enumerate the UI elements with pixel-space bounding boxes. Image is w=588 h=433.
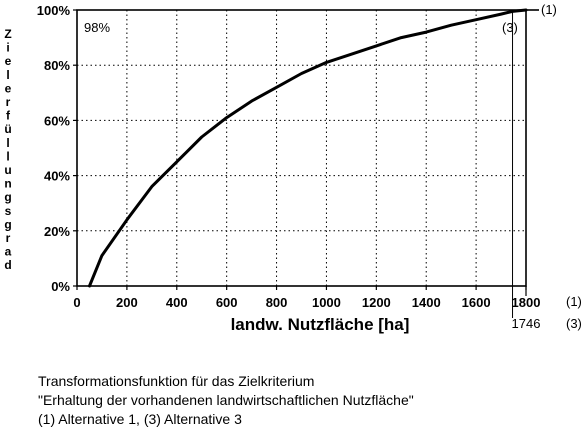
y-label-letter: l: [6, 68, 9, 82]
caption-line-1: Transformationsfunktion für das Zielkrit…: [38, 373, 315, 389]
y-label-letter: d: [4, 258, 11, 272]
y-label-letter: g: [4, 217, 11, 231]
x-tick-label: 1800: [512, 295, 541, 310]
x-tick-label: 1000: [312, 295, 341, 310]
y-label-letter: e: [5, 54, 12, 68]
y-tick-label: 20%: [44, 224, 70, 239]
alt3-marker: (3): [502, 20, 518, 35]
y-tick-label: 80%: [44, 58, 70, 73]
x-tick-label: 0: [73, 295, 80, 310]
caption-line-3: (1) Alternative 1, (3) Alternative 3: [38, 411, 242, 427]
y-label-letter: f: [6, 109, 11, 123]
alt1-marker: (1): [541, 2, 557, 17]
x-alt3-label: (3): [566, 316, 582, 331]
y-label-letter: l: [6, 149, 9, 163]
y-label-letter: r: [6, 95, 11, 109]
y-label-letter: l: [6, 136, 9, 150]
y-label-letter: a: [5, 245, 12, 259]
axes: [73, 9, 539, 318]
y-label-letter: e: [5, 81, 12, 95]
x-tick-label: 1600: [462, 295, 491, 310]
y-label-letter: i: [6, 41, 9, 55]
y-tick-label: 40%: [44, 169, 70, 184]
y-label-letter: s: [5, 204, 12, 218]
y-label-letter: ü: [4, 122, 11, 136]
x-alt3-value: 1746: [512, 316, 541, 331]
plot-frame: [76, 9, 527, 287]
y-label-letter: r: [6, 231, 11, 245]
x-alt1-label: (1): [566, 294, 582, 309]
tick-labels: 0 200 400 600 800 1000 1200 1400 1600 1800 0% 20% 40…: [37, 3, 541, 310]
x-tick-label: 200: [116, 295, 138, 310]
grid-lines: [77, 10, 526, 286]
series-line: [88, 8, 528, 288]
x-tick-label: 600: [216, 295, 238, 310]
x-tick-label: 800: [266, 295, 288, 310]
y-tick-label: 0%: [51, 279, 70, 294]
y-label-letter: u: [4, 163, 11, 177]
figure-caption: Transformationsfunktion für das Zielkrit…: [38, 372, 414, 429]
percent-annotation: 98%: [84, 20, 110, 35]
x-tick-label: 1400: [412, 295, 441, 310]
caption-line-2: "Erhaltung der vorhandenen landwirtschaf…: [38, 392, 414, 408]
x-tick-label: 1200: [362, 295, 391, 310]
y-tick-label: 100%: [37, 3, 71, 18]
x-tick-label: 400: [166, 295, 188, 310]
y-tick-label: 60%: [44, 113, 70, 128]
x-axis-label: landw. Nutzfläche [ha]: [231, 315, 410, 334]
series-layer: [88, 8, 528, 288]
y-label-letter: n: [4, 177, 11, 191]
y-label-letter: Z: [4, 27, 11, 41]
y-label-letter: g: [4, 190, 11, 204]
